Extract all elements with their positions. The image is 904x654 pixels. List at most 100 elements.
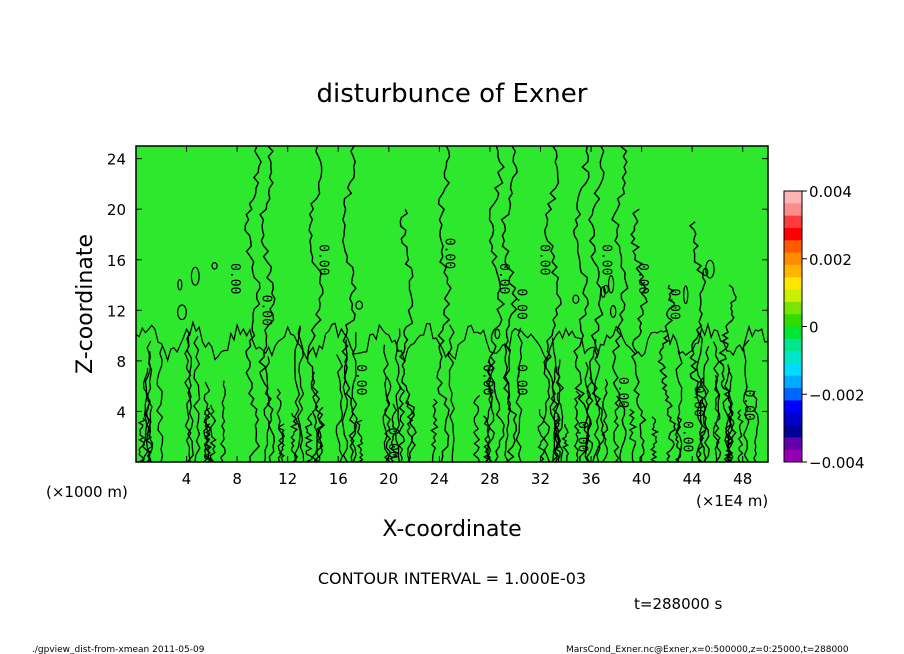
colorbar [783, 190, 803, 463]
contour-line [674, 416, 683, 463]
contour-label: 0.00 [514, 364, 529, 395]
colorbar-tick-label: −0.002 [809, 386, 865, 404]
contour-label: 0.00 [537, 244, 552, 275]
contour-line [751, 390, 760, 463]
contour-line [561, 424, 570, 463]
colorbar-swatch [784, 449, 802, 463]
y-axis-ticks: 4 8 12 16 20 24 [107, 151, 768, 421]
contour-line [406, 399, 414, 463]
contour-line [335, 354, 344, 463]
contour-line [695, 331, 704, 463]
contour-label: 0.00 [496, 263, 511, 294]
contour-line [657, 284, 676, 463]
contour-label: 0.00 [315, 244, 330, 275]
contour-line [702, 345, 710, 463]
contour-label: 0.00 [514, 288, 529, 319]
x-axis-ticks: 4 8 12 16 20 24 28 32 36 40 44 48 [182, 146, 752, 488]
colorbar-swatch [784, 400, 802, 414]
contour-line [341, 145, 358, 463]
y-tick-label: 20 [107, 201, 126, 219]
y-tick-label: 4 [116, 403, 126, 421]
contour-line [601, 378, 609, 463]
contour-line [500, 145, 518, 463]
plot-frame [135, 145, 769, 463]
contour-label-group: 0.000.000.000.000.000.000.000.000.000.00… [227, 238, 756, 459]
contour-line [184, 331, 192, 463]
contour-line [699, 377, 707, 463]
x-tick-label: 16 [329, 470, 348, 488]
x-tick-label: 12 [278, 470, 297, 488]
contour-line [147, 351, 154, 463]
contour-line [688, 221, 707, 463]
contour-label: 0.00 [691, 386, 706, 417]
contour-blob [600, 286, 606, 298]
contour-line [394, 328, 402, 463]
y-tick-label: 16 [107, 252, 126, 270]
contour-line [258, 145, 276, 463]
contour-line [192, 335, 201, 463]
contour-line [186, 337, 194, 463]
contour-line [244, 145, 262, 463]
colorbar-swatch [784, 215, 802, 229]
contour-line [650, 416, 659, 463]
contour-line [553, 415, 561, 463]
y-tick-label: 8 [116, 353, 126, 371]
contour-lines [135, 145, 769, 463]
contour-blob [177, 304, 187, 321]
contour-blob [177, 278, 183, 291]
contour-line [311, 371, 319, 463]
contour-line [430, 398, 439, 463]
contour-line [584, 361, 592, 463]
contour-blob [683, 285, 689, 305]
colorbar-ticks: 0.004 0.002 0 −0.002 −0.004 [802, 183, 865, 472]
contour-blob [572, 294, 580, 304]
contour-label: 0.00 [615, 377, 630, 408]
contour-label: 0.00 [598, 244, 613, 275]
x-tick-label: 32 [531, 470, 550, 488]
contour-line [382, 344, 391, 463]
contour-label: 0.00 [353, 364, 368, 395]
contour-label: 0.00 [258, 295, 273, 326]
contour-line [341, 339, 349, 463]
contour-line [712, 341, 721, 463]
contour-line [204, 407, 212, 462]
contour-blob [355, 300, 363, 310]
contour-label: 0.00 [635, 263, 650, 294]
x-axis-label: X-coordinate [382, 517, 521, 542]
contour-line [718, 284, 737, 463]
contour-line [135, 320, 769, 363]
contour-line [156, 346, 164, 463]
contour-line [397, 386, 406, 463]
contour-line [220, 380, 226, 463]
contour-blob [190, 266, 200, 286]
contour-line [304, 413, 314, 463]
colorbar-swatch [784, 326, 802, 340]
footer-left: ./gpview_dist-from-xmean 2011-05-09 [32, 645, 205, 654]
contour-line [384, 376, 392, 463]
colorbar-swatch [784, 314, 802, 327]
contour-label: 0.00 [667, 288, 682, 319]
contour-label: 0.00 [227, 263, 242, 294]
contour-line [628, 408, 638, 463]
colorbar-tick-label: 0.004 [809, 183, 852, 201]
contour-line [725, 405, 733, 463]
contour-blob [609, 305, 617, 318]
field-background [136, 146, 768, 462]
colorbar-swatch [784, 351, 802, 364]
colorbar-swatch [784, 301, 802, 315]
x-unit-left: (×1000 m) [46, 483, 128, 501]
colorbar-swatch [784, 412, 802, 426]
contour-label: 0.00 [480, 364, 495, 395]
contour-line [447, 324, 455, 463]
contour-line [487, 145, 506, 463]
y-axis-label: Z-coordinate [73, 234, 98, 374]
contour-line [515, 327, 523, 463]
contour-line [276, 388, 284, 463]
colorbar-swatch [784, 264, 802, 278]
contour-line [144, 406, 153, 463]
contour-blob [705, 259, 715, 279]
y-tick-label: 24 [107, 151, 126, 169]
contour-blob [603, 284, 609, 294]
contour-line [549, 337, 557, 463]
colorbar-swatch [784, 338, 802, 352]
